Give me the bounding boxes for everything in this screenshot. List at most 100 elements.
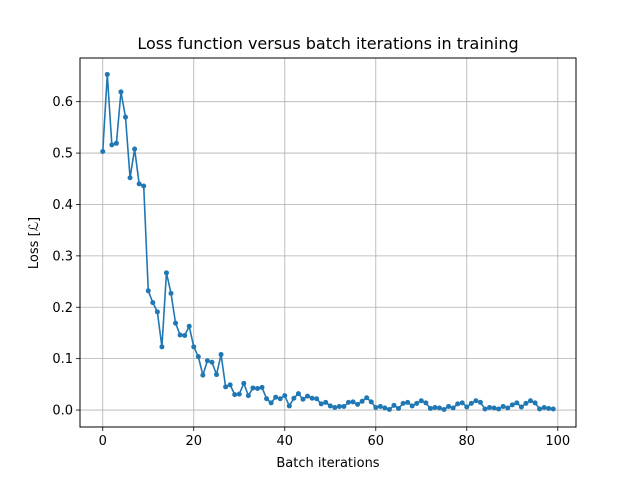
data-point (541, 404, 547, 410)
data-point (282, 393, 288, 399)
data-point (355, 401, 361, 407)
x-axis-title: Batch iterations (276, 456, 379, 471)
data-point (150, 300, 156, 306)
y-tick-label: 0.3 (52, 249, 73, 264)
data-point (414, 400, 420, 406)
data-point (382, 405, 388, 411)
data-point (159, 344, 165, 350)
data-point (268, 400, 274, 406)
y-tick-label: 0.6 (52, 95, 73, 110)
data-point (436, 405, 442, 411)
data-point (336, 403, 342, 409)
y-tick-label: 0.2 (52, 301, 73, 316)
data-point (368, 399, 374, 405)
data-point (500, 403, 506, 409)
data-point (514, 400, 520, 406)
data-point (446, 403, 452, 409)
data-point (127, 175, 133, 181)
data-point (550, 406, 556, 412)
data-point (277, 396, 283, 402)
data-point (523, 400, 529, 406)
data-point (345, 399, 351, 405)
data-point (459, 400, 465, 406)
data-point (482, 406, 488, 412)
data-point (254, 385, 260, 391)
data-point (432, 404, 438, 410)
data-point (496, 406, 502, 412)
data-point (327, 403, 333, 409)
data-point (400, 400, 406, 406)
x-tick-label: 0 (99, 434, 107, 449)
data-point (250, 385, 256, 391)
data-point (473, 398, 479, 404)
data-point (218, 352, 224, 358)
data-point (409, 403, 415, 409)
data-point (154, 309, 160, 315)
data-point (418, 398, 424, 404)
data-point (223, 384, 229, 390)
data-point (236, 391, 242, 397)
loss-line (101, 73, 554, 411)
data-point (427, 405, 433, 411)
data-point (227, 382, 233, 388)
data-point (241, 380, 247, 386)
data-point (309, 395, 315, 401)
x-tick-label: 60 (368, 434, 385, 449)
data-point (264, 396, 270, 402)
data-point (518, 404, 524, 410)
data-point (377, 403, 383, 409)
data-point (509, 402, 515, 408)
y-tick-label: 0.0 (52, 404, 73, 419)
data-point (487, 404, 493, 410)
y-tick-label: 0.1 (52, 352, 73, 367)
data-point (546, 405, 552, 411)
data-point (209, 359, 215, 365)
data-point (273, 394, 279, 400)
data-point (191, 344, 197, 350)
data-point (477, 399, 483, 405)
data-point (145, 288, 151, 294)
data-point (450, 405, 456, 411)
data-point (505, 405, 511, 411)
data-point (455, 401, 461, 407)
data-point (182, 333, 188, 339)
chart-title: Loss function versus batch iterations in… (137, 34, 518, 53)
data-point (405, 399, 411, 405)
data-point (314, 396, 320, 402)
series-loss (100, 71, 556, 413)
data-point (173, 320, 179, 326)
data-point (396, 405, 402, 411)
data-point (305, 393, 311, 399)
data-point (386, 407, 392, 413)
data-point (373, 404, 379, 410)
data-point (259, 384, 265, 390)
x-tick-label: 100 (545, 434, 570, 449)
y-tick-label: 0.5 (52, 147, 73, 162)
data-point (136, 181, 142, 187)
data-point (186, 323, 192, 329)
data-point (141, 183, 147, 189)
data-point (295, 391, 301, 397)
data-point (195, 354, 201, 360)
data-point (163, 270, 169, 276)
data-point (100, 149, 106, 155)
ticks: 0 20 40 60 80 100 0.0 0.1 0.2 0.3 0.4 0.5 0.6 (52, 95, 570, 449)
data-point (391, 402, 397, 408)
grid (80, 58, 576, 427)
data-point (364, 395, 370, 401)
data-point (286, 403, 292, 409)
data-point (232, 392, 238, 398)
data-point (214, 372, 220, 378)
data-point (341, 403, 347, 409)
x-tick-label: 20 (185, 434, 202, 449)
data-point (113, 140, 119, 146)
y-tick-label: 0.4 (52, 198, 73, 213)
data-point (468, 400, 474, 406)
data-point (350, 399, 356, 405)
x-tick-label: 40 (276, 434, 293, 449)
data-point (300, 396, 306, 402)
data-point (200, 372, 206, 378)
data-point (291, 395, 297, 401)
data-point (491, 405, 497, 411)
